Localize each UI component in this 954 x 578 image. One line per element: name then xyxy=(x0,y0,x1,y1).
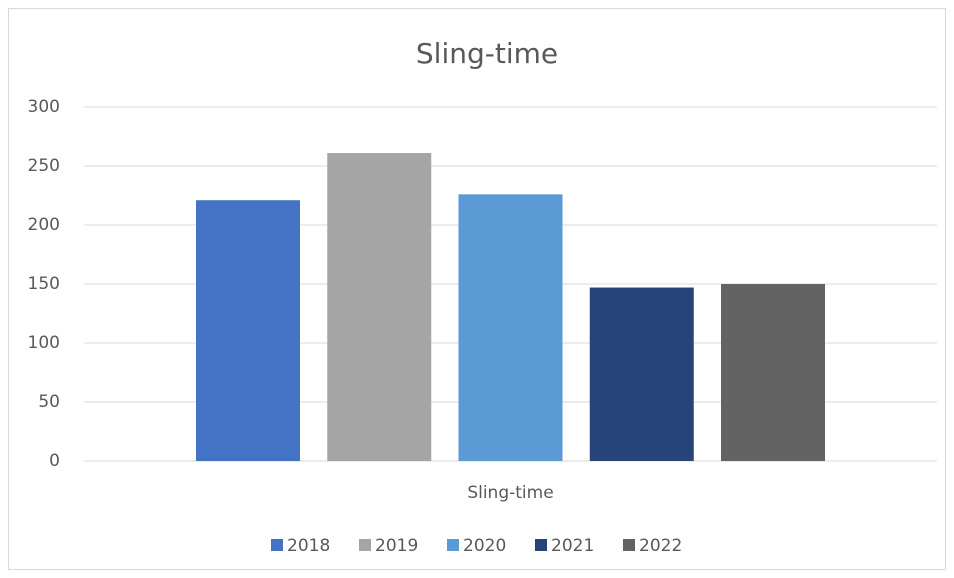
legend-swatch xyxy=(623,539,635,551)
legend-swatch xyxy=(359,539,371,551)
y-tick-label: 200 xyxy=(28,215,60,235)
legend-label: 2019 xyxy=(375,536,418,556)
legend-label: 2021 xyxy=(551,536,594,556)
legend-label: 2018 xyxy=(287,536,330,556)
y-tick-label: 50 xyxy=(38,392,60,412)
legend-label: 2020 xyxy=(463,536,506,556)
bar xyxy=(327,153,432,461)
legend-label: 2022 xyxy=(639,536,682,556)
legend-swatch xyxy=(447,539,459,551)
y-tick-label: 0 xyxy=(49,451,60,471)
bar xyxy=(458,194,563,461)
bar xyxy=(589,287,694,461)
y-tick-label: 300 xyxy=(28,97,60,117)
y-tick-label: 250 xyxy=(28,156,60,176)
legend-swatch xyxy=(271,539,283,551)
bar xyxy=(721,284,825,461)
legend-swatch xyxy=(535,539,547,551)
x-tick-label: Sling-time xyxy=(467,483,553,503)
y-tick-label: 100 xyxy=(28,333,60,353)
bar xyxy=(196,200,300,461)
y-tick-label: 150 xyxy=(28,274,60,294)
chart-title: Sling-time xyxy=(416,37,558,70)
